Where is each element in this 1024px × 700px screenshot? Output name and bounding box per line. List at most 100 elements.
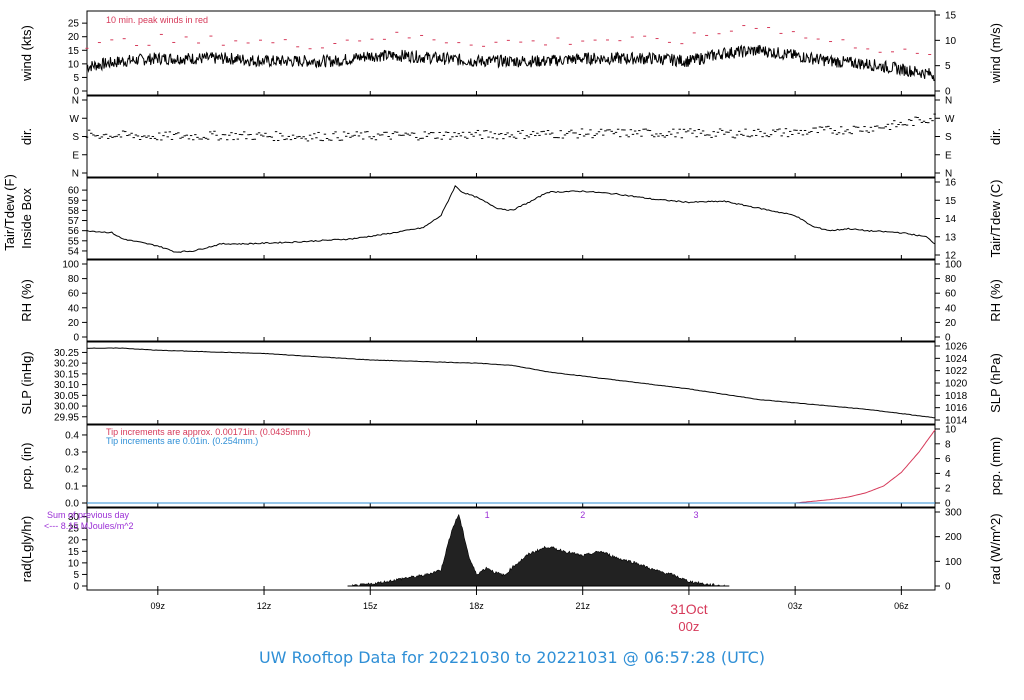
panel-frame-wind (86, 10, 936, 96)
right-axis-label-dir: dir. (988, 128, 1003, 145)
right-tick-label-wind: 0 (945, 87, 951, 98)
panel-frame-pcp (86, 424, 936, 508)
left-tick-label-wind: 0 (73, 87, 79, 98)
left-tick-label-rad: 20 (68, 535, 80, 546)
x-tick-label: 03z (788, 601, 803, 611)
left-tick-label-rad: 25 (68, 524, 80, 535)
left-tick-label-temp: 59 (68, 196, 80, 207)
left-tick-label-slp: 30.05 (54, 391, 79, 402)
left-tick-label-rad: 0 (73, 582, 79, 593)
left-axis-label-pcp: pcp. (in) (19, 443, 34, 490)
right-tick-label-rad: 300 (945, 508, 962, 519)
right-tick-label-wind: 5 (945, 61, 951, 72)
annotation-sum-rad: Sum of previous day (47, 510, 130, 520)
right-tick-label-slp: 1014 (945, 416, 968, 427)
left-tick-label-rad: 5 (73, 570, 79, 581)
left-tick-label-slp: 30.10 (54, 380, 79, 391)
right-tick-label-rad: 100 (945, 557, 962, 568)
x-tick-label: 09z (151, 601, 166, 611)
left-axis-label-temp: Inside Box (19, 188, 34, 249)
right-axis-label-temp: Tair/Tdew (C) (988, 179, 1003, 257)
right-tick-label-slp: 1020 (945, 379, 968, 390)
left-tick-label-rad: 30 (68, 512, 80, 523)
right-tick-label-temp: 14 (945, 214, 957, 225)
left-tick-label-slp: 30.15 (54, 369, 79, 380)
panel-frame-rh (86, 259, 936, 342)
left-tick-label-slp: 30.00 (54, 402, 79, 413)
left-tick-label-rad: 15 (68, 547, 80, 558)
right-tick-label-wind: 10 (945, 36, 957, 47)
left-axis-label-slp: SLP (inHg) (19, 351, 34, 414)
radiation-marker: 3 (693, 510, 698, 520)
left-tick-label-pcp: 0.2 (65, 464, 79, 475)
radiation-area (352, 513, 725, 587)
panel-frame-slp (86, 341, 936, 425)
right-tick-label-pcp: 6 (945, 454, 951, 465)
right-axis-label-rad: rad (W/m^2) (988, 513, 1003, 584)
left-tick-label-slp: 30.20 (54, 359, 79, 370)
left-tick-label-dir: N (72, 169, 79, 180)
x-tick-label: 18z (469, 601, 484, 611)
right-tick-label-dir: S (945, 132, 952, 143)
left-tick-label-rh: 80 (68, 274, 80, 285)
left-tick-label-wind: 20 (68, 32, 80, 43)
right-tick-label-rad: 0 (945, 582, 951, 593)
series-line-temp-0 (86, 184, 936, 253)
right-axis-label-wind: wind (m/s) (988, 23, 1003, 84)
left-axis-label2-temp: Tair/Tdew (F) (2, 174, 17, 251)
left-tick-label-temp: 57 (68, 216, 80, 227)
right-axis-label-rh: RH (%) (988, 279, 1003, 322)
right-axis-label-pcp: pcp. (mm) (988, 437, 1003, 496)
radiation-marker: 2 (580, 510, 585, 520)
x-tick-label: 06z (894, 601, 909, 611)
right-tick-label-pcp: 8 (945, 439, 951, 450)
right-tick-label-dir: E (945, 150, 952, 161)
left-tick-label-pcp: 0.1 (65, 481, 79, 492)
series-line-slp-0 (86, 347, 936, 419)
left-tick-label-wind: 10 (68, 59, 80, 70)
right-tick-label-dir: N (945, 169, 952, 180)
x-date-tick: 00z (678, 619, 699, 634)
left-axis-label-dir: dir. (19, 128, 34, 145)
left-tick-label-temp: 54 (68, 246, 80, 257)
left-tick-label-pcp: 0.4 (65, 430, 79, 441)
annotation-red-pcp: Tip increments are approx. 0.00171in. (0… (106, 427, 311, 437)
left-tick-label-pcp: 0.3 (65, 447, 79, 458)
x-date-label: 31Oct (670, 601, 707, 617)
left-tick-label-pcp: 0.0 (65, 499, 79, 510)
left-axis-label-rad: rad(Lgly/hr) (19, 516, 34, 582)
right-tick-label-dir: N (945, 96, 952, 107)
right-tick-label-wind: 15 (945, 11, 957, 22)
right-tick-label-slp: 1024 (945, 354, 968, 365)
right-tick-label-pcp: 4 (945, 469, 951, 480)
right-tick-label-rh: 60 (945, 289, 957, 300)
right-tick-label-rh: 100 (945, 260, 962, 271)
left-axis-label-rh: RH (%) (19, 279, 34, 322)
left-tick-label-dir: S (72, 132, 79, 143)
left-tick-label-rh: 20 (68, 318, 80, 329)
left-tick-label-rh: 40 (68, 303, 80, 314)
annotation-blue-pcp: Tip increments are 0.01in. (0.254mm.) (106, 436, 258, 446)
right-tick-label-slp: 1018 (945, 391, 968, 402)
right-tick-label-temp: 12 (945, 251, 957, 262)
left-tick-label-rh: 100 (62, 260, 79, 271)
right-tick-label-pcp: 10 (945, 425, 957, 436)
left-tick-label-wind: 5 (73, 73, 79, 84)
left-tick-label-rh: 0 (73, 333, 79, 344)
left-tick-label-slp: 29.95 (54, 412, 79, 423)
annotation-wind: 10 min. peak winds in red (106, 15, 208, 25)
left-tick-label-rh: 60 (68, 289, 80, 300)
panel-frame-rad (86, 507, 936, 591)
panel-frame-temp (86, 177, 936, 260)
left-tick-label-temp: 60 (68, 186, 80, 197)
left-tick-label-temp: 56 (68, 226, 80, 237)
left-tick-label-dir: E (72, 150, 79, 161)
right-tick-label-pcp: 2 (945, 484, 951, 495)
right-tick-label-rh: 40 (945, 303, 957, 314)
right-tick-label-temp: 13 (945, 232, 957, 243)
left-tick-label-wind: 25 (68, 19, 80, 30)
right-tick-label-slp: 1016 (945, 403, 968, 414)
right-tick-label-rh: 80 (945, 274, 957, 285)
right-tick-label-slp: 1026 (945, 342, 968, 353)
